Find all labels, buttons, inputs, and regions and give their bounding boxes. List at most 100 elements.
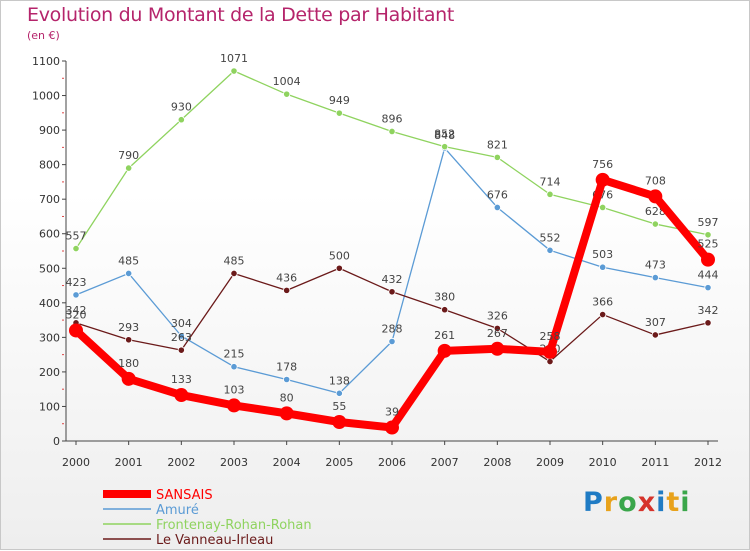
data-point-frontenay-rohan-rohan [704, 231, 712, 239]
data-point-amur- [125, 269, 133, 278]
data-label-le-vanneau-irleau: 380 [434, 291, 455, 304]
series-line-frontenay-rohan-rohan [75, 70, 709, 250]
logo-letter: i [656, 487, 667, 518]
data-label-amur-: 676 [487, 188, 508, 201]
legend-label-le-vanneau-irleau: Le Vanneau-Irleau [156, 533, 273, 548]
data-point-sansais [543, 344, 557, 359]
data-point-le-vanneau-irleau [493, 324, 501, 332]
data-point-frontenay-rohan-rohan [283, 90, 291, 98]
chart-title: Evolution du Montant de la Dette par Hab… [27, 4, 455, 26]
data-point-frontenay-rohan-rohan [441, 143, 449, 151]
logo-letter: i [680, 487, 691, 518]
data-label-amur-: 473 [645, 259, 666, 272]
x-tick-label: 2012 [694, 456, 722, 469]
series-line-sansais [72, 175, 712, 432]
data-point-le-vanneau-irleau [388, 288, 396, 296]
data-label-sansais: 80 [280, 391, 294, 404]
data-label-amur-: 503 [592, 248, 613, 261]
data-point-frontenay-rohan-rohan [72, 244, 80, 253]
data-point-frontenay-rohan-rohan [230, 67, 238, 75]
data-label-frontenay-rohan-rohan: 1071 [220, 52, 248, 65]
x-tick-label: 2000 [62, 456, 90, 469]
data-label-amur-: 304 [171, 317, 192, 330]
data-label-amur-: 485 [118, 254, 139, 267]
legend-label-sansais: SANSAIS [156, 488, 213, 503]
data-point-frontenay-rohan-rohan [177, 116, 185, 124]
data-point-amur- [72, 291, 80, 299]
data-point-sansais [227, 398, 241, 413]
data-label-sansais: 261 [434, 329, 455, 342]
data-label-frontenay-rohan-rohan: 821 [487, 138, 508, 151]
y-tick-label: 400 [39, 297, 60, 310]
data-label-amur-: 423 [66, 276, 87, 289]
data-label-sansais: 133 [171, 373, 192, 386]
x-tick-label: 2008 [483, 456, 511, 469]
data-label-amur-: 138 [329, 374, 350, 387]
data-point-amur- [283, 375, 291, 384]
y-tick-label: 900 [39, 124, 60, 137]
x-tick-label: 2007 [431, 456, 459, 469]
data-label-le-vanneau-irleau: 263 [171, 331, 192, 344]
data-point-amur- [704, 284, 712, 292]
data-label-le-vanneau-irleau: 307 [645, 316, 666, 329]
data-label-amur-: 215 [224, 348, 245, 361]
data-point-le-vanneau-irleau [335, 264, 343, 272]
data-point-le-vanneau-irleau [651, 331, 659, 339]
data-label-le-vanneau-irleau: 326 [487, 309, 508, 322]
data-point-frontenay-rohan-rohan [599, 203, 607, 212]
legend-label-frontenay-rohan-rohan: Frontenay-Rohan-Rohan [156, 518, 312, 533]
logo-letter: P [583, 487, 604, 518]
data-label-sansais: 525 [698, 238, 719, 251]
data-label-le-vanneau-irleau: 432 [382, 273, 403, 286]
x-tick-label: 2009 [536, 456, 564, 469]
legend-label-amur-: Amuré [156, 503, 199, 518]
data-label-sansais: 180 [118, 357, 139, 370]
data-point-frontenay-rohan-rohan [651, 220, 659, 228]
y-tick-label: 1000 [32, 90, 60, 103]
data-label-frontenay-rohan-rohan: 852 [434, 128, 455, 141]
data-point-le-vanneau-irleau [177, 346, 185, 354]
y-tick-label: 0 [53, 435, 60, 448]
data-point-amur- [546, 246, 554, 254]
x-tick-label: 2001 [115, 456, 143, 469]
data-label-frontenay-rohan-rohan: 1004 [273, 75, 301, 88]
data-point-sansais [595, 172, 610, 187]
x-tick-label: 2003 [220, 456, 248, 469]
data-label-sansais: 756 [592, 158, 613, 171]
data-point-sansais [701, 252, 715, 267]
proxiti-logo: Proxiti [583, 487, 691, 518]
data-label-le-vanneau-irleau: 342 [698, 304, 719, 317]
data-point-frontenay-rohan-rohan [125, 164, 133, 172]
data-point-amur- [230, 363, 238, 371]
data-point-le-vanneau-irleau [125, 336, 133, 344]
data-label-sansais: 39 [385, 406, 399, 419]
data-point-sansais [174, 388, 189, 403]
data-point-le-vanneau-irleau [704, 319, 712, 327]
data-point-sansais [648, 189, 663, 204]
data-label-amur-: 552 [540, 231, 561, 244]
data-point-sansais [121, 371, 136, 386]
y-tick-label: 800 [39, 159, 60, 172]
y-tick-label: 500 [39, 262, 60, 275]
data-point-amur- [599, 263, 607, 271]
data-point-sansais [279, 406, 294, 421]
logo-letter: o [618, 487, 638, 518]
y-tick-label: 300 [39, 331, 60, 344]
data-label-sansais: 55 [332, 400, 346, 413]
data-point-sansais [490, 341, 505, 356]
data-point-sansais [437, 343, 452, 358]
x-tick-label: 2006 [378, 456, 406, 469]
data-point-le-vanneau-irleau [441, 306, 449, 314]
data-label-frontenay-rohan-rohan: 949 [329, 94, 350, 107]
data-point-le-vanneau-irleau [230, 269, 238, 278]
logo-letter: r [603, 487, 619, 518]
data-point-sansais [332, 415, 347, 429]
x-tick-label: 2011 [641, 456, 669, 469]
data-point-le-vanneau-irleau [283, 286, 291, 294]
data-point-le-vanneau-irleau [599, 310, 607, 319]
data-point-sansais [385, 420, 399, 435]
data-label-sansais: 103 [224, 383, 245, 396]
data-label-amur-: 288 [382, 323, 403, 336]
data-label-le-vanneau-irleau: 436 [276, 271, 297, 284]
